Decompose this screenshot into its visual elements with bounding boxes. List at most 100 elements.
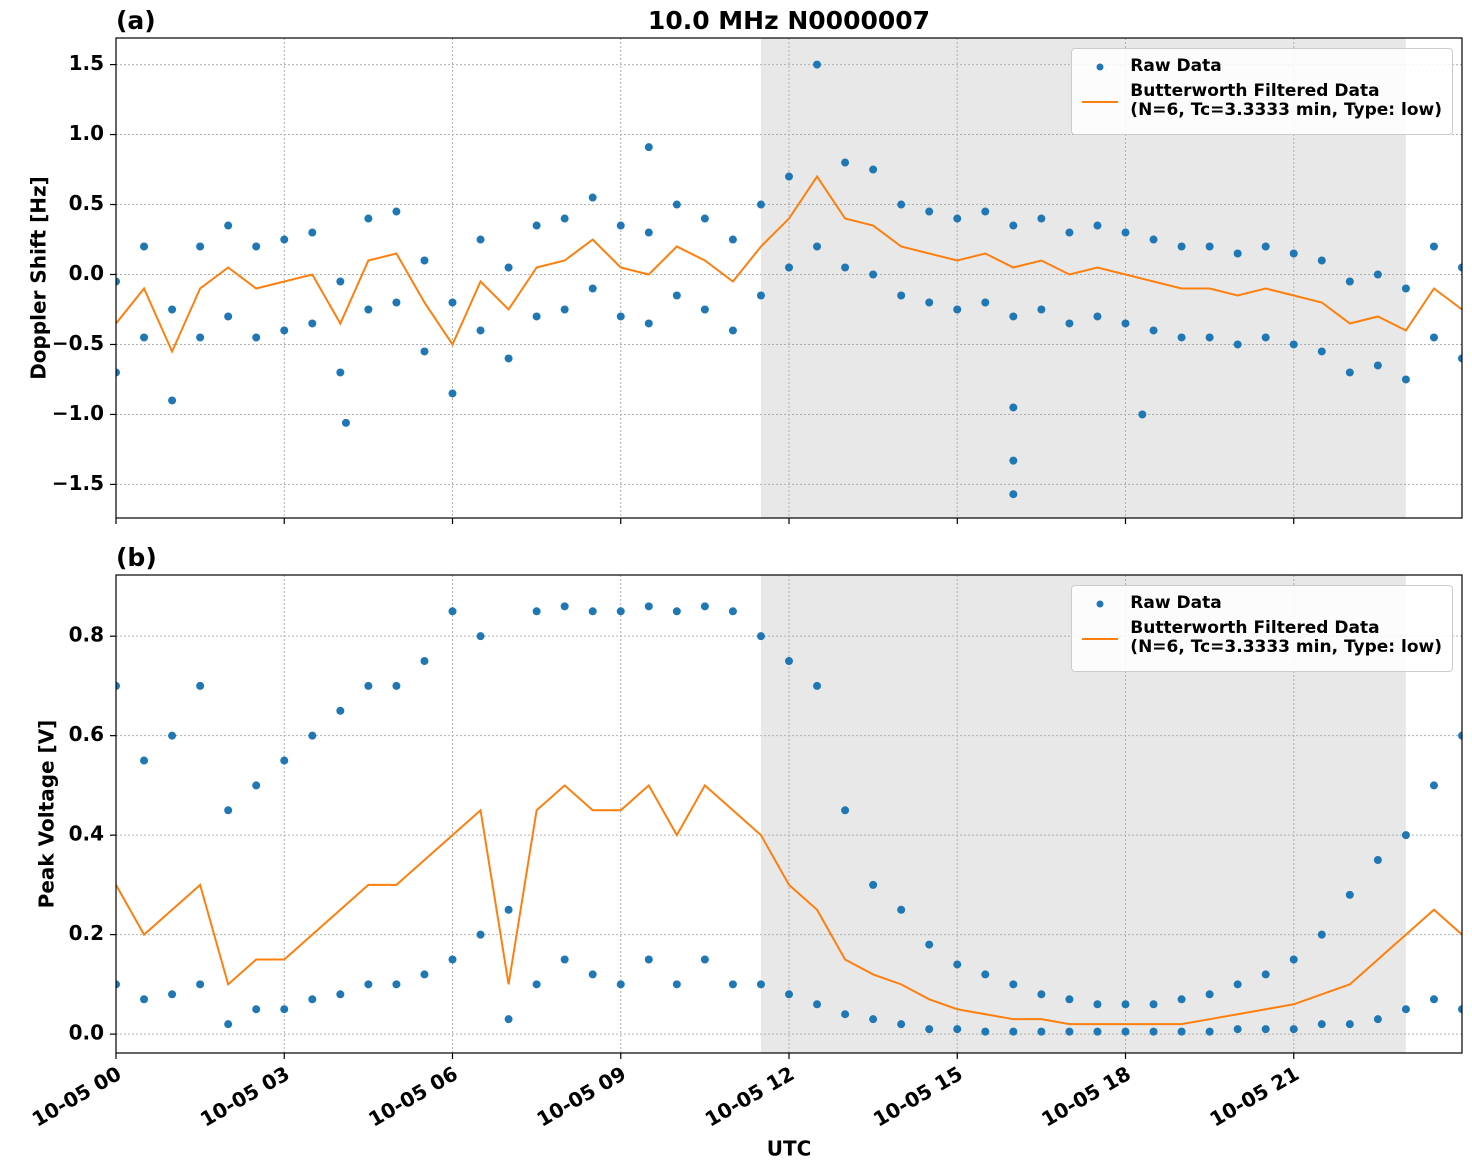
raw-point: [1149, 235, 1158, 244]
raw-point: [1401, 375, 1410, 384]
raw-point: [841, 1010, 850, 1019]
raw-point: [224, 806, 233, 815]
raw-point: [252, 242, 261, 251]
raw-point: [1009, 221, 1018, 230]
y-tick-label: 0.8: [69, 623, 104, 647]
raw-point: [1317, 1020, 1326, 1029]
raw-point: [168, 305, 177, 314]
raw-point: [1121, 319, 1130, 328]
raw-point: [925, 207, 934, 216]
raw-point: [897, 291, 906, 300]
raw-point: [476, 632, 485, 641]
y-tick-label: 0.0: [69, 1021, 104, 1045]
raw-point: [476, 235, 485, 244]
raw-point: [813, 60, 822, 69]
x-tick-label: 10-05 21: [1205, 1061, 1303, 1131]
y-tick-label: 0.0: [69, 261, 104, 285]
raw-point: [869, 270, 878, 279]
raw-point: [420, 256, 429, 265]
raw-point: [672, 607, 681, 616]
raw-point: [420, 970, 429, 979]
raw-point: [224, 221, 233, 230]
y-tick-label: 1.0: [69, 121, 104, 145]
raw-point: [1037, 1027, 1046, 1036]
raw-point: [532, 221, 541, 230]
raw-point: [532, 607, 541, 616]
raw-point: [1177, 1027, 1186, 1036]
legend-swatch: [1096, 63, 1104, 71]
raw-point: [1289, 340, 1298, 349]
raw-point: [925, 298, 934, 307]
raw-point: [588, 284, 597, 293]
raw-point: [1149, 1000, 1158, 1009]
raw-point: [224, 1020, 233, 1029]
raw-point: [224, 312, 233, 321]
legend-entry: Butterworth Filtered Data (N=6, Tc=3.333…: [1080, 619, 1442, 659]
raw-point: [897, 905, 906, 914]
raw-point: [280, 235, 289, 244]
raw-point: [785, 657, 793, 666]
raw-point: [1345, 890, 1354, 899]
raw-point: [981, 207, 990, 216]
raw-point: [785, 990, 793, 999]
raw-point: [476, 326, 485, 335]
panel-label: (a): [116, 6, 156, 35]
raw-point: [168, 990, 177, 999]
y-tick-label: 1.5: [69, 51, 104, 75]
raw-point: [728, 607, 737, 616]
raw-point: [700, 602, 709, 611]
legend-swatch: [1082, 638, 1119, 640]
raw-point: [1065, 228, 1074, 237]
raw-point: [813, 1000, 822, 1009]
raw-point: [1205, 1027, 1214, 1036]
plot-area: [116, 602, 1462, 1036]
axes-frame: [115, 574, 1463, 1054]
raw-point: [560, 214, 569, 223]
raw-point: [1429, 781, 1438, 790]
raw-point: [616, 980, 625, 989]
raw-point: [728, 235, 737, 244]
raw-point: [616, 312, 625, 321]
raw-point: [756, 291, 765, 300]
raw-point: [953, 960, 962, 969]
raw-point: [168, 731, 177, 740]
raw-point: [560, 602, 569, 611]
raw-point: [392, 298, 401, 307]
raw-point: [1121, 228, 1130, 237]
legend-label: Raw Data: [1130, 56, 1222, 76]
raw-point: [1149, 1027, 1158, 1036]
raw-point: [1205, 242, 1214, 251]
raw-point: [308, 995, 317, 1004]
raw-point: [364, 681, 373, 690]
legend-swatch: [1096, 600, 1104, 608]
raw-point: [1373, 270, 1382, 279]
legend-entry: Raw Data: [1080, 594, 1442, 613]
raw-point: [1458, 263, 1462, 272]
raw-point: [756, 980, 765, 989]
raw-point: [1233, 249, 1242, 258]
x-tick-label: 10-05 00: [28, 1061, 126, 1131]
raw-point: [140, 995, 149, 1004]
raw-point: [1149, 326, 1158, 335]
raw-point: [448, 298, 457, 307]
raw-point: [1317, 347, 1326, 356]
legend-label: Butterworth Filtered Data (N=6, Tc=3.333…: [1130, 81, 1442, 120]
raw-point: [116, 980, 120, 989]
raw-point: [336, 277, 345, 286]
raw-point: [560, 305, 569, 314]
raw-point: [252, 781, 261, 790]
raw-point: [1345, 1020, 1354, 1029]
x-tick-label: 10-05 12: [701, 1061, 799, 1131]
raw-point: [1065, 1027, 1074, 1036]
raw-point: [196, 333, 205, 342]
raw-point: [1233, 1025, 1242, 1034]
raw-point: [280, 326, 289, 335]
raw-point: [1233, 340, 1242, 349]
raw-point: [1261, 970, 1270, 979]
raw-point: [588, 193, 597, 202]
raw-point: [392, 681, 401, 690]
raw-point: [1429, 242, 1438, 251]
raw-point: [644, 143, 653, 152]
raw-point: [616, 607, 625, 616]
